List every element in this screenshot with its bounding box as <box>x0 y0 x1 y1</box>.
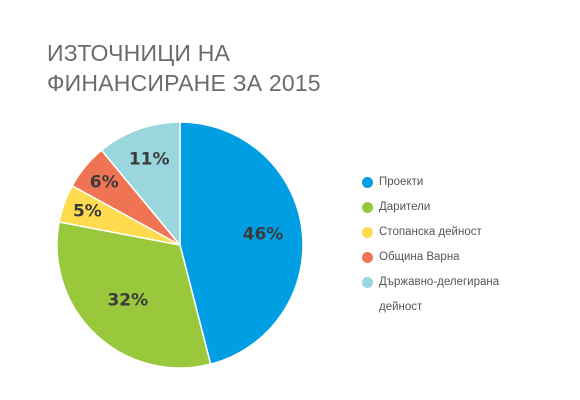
chart-title-line-2: ФИНАНСИРАНЕ ЗА 2015 <box>47 70 321 96</box>
data-label-business-activity: 5% <box>73 202 102 222</box>
data-label-municipality-varna: 6% <box>90 172 119 192</box>
legend-label: Община Варна <box>379 251 460 263</box>
data-label-state-delegated: 11% <box>129 149 170 169</box>
legend-label: Стопанска дейност <box>379 226 482 238</box>
chart-title: ИЗТОЧНИЦИ НА ФИНАНСИРАНЕ ЗА 2015 <box>47 38 321 98</box>
legend-item-state-delegated: Държавно-делегирана дейност <box>362 272 529 322</box>
legend-swatch-icon <box>362 277 373 288</box>
legend-item-municipality-varna: Община Варна <box>362 247 529 272</box>
legend-swatch-icon <box>362 202 373 213</box>
pie-slice-donors <box>56 221 212 369</box>
pie-slice-state-delegated <box>100 121 181 248</box>
chart-legend: Проекти Дарители Стопанска дейност Общин… <box>362 172 529 322</box>
data-label-projects: 46% <box>243 225 284 245</box>
chart-title-line-1: ИЗТОЧНИЦИ НА <box>47 40 231 66</box>
legend-label: Дарители <box>379 201 431 213</box>
legend-item-projects: Проекти <box>362 172 529 197</box>
legend-label: Държавно-делегирана дейност <box>379 276 500 313</box>
legend-item-business-activity: Стопанска дейност <box>362 222 529 247</box>
legend-swatch-icon <box>362 252 373 263</box>
legend-label: Проекти <box>379 176 424 188</box>
legend-swatch-icon <box>362 227 373 238</box>
pie-slice-projects <box>179 121 304 366</box>
legend-item-donors: Дарители <box>362 197 529 222</box>
data-label-donors: 32% <box>107 291 148 311</box>
legend-swatch-icon <box>362 177 373 188</box>
